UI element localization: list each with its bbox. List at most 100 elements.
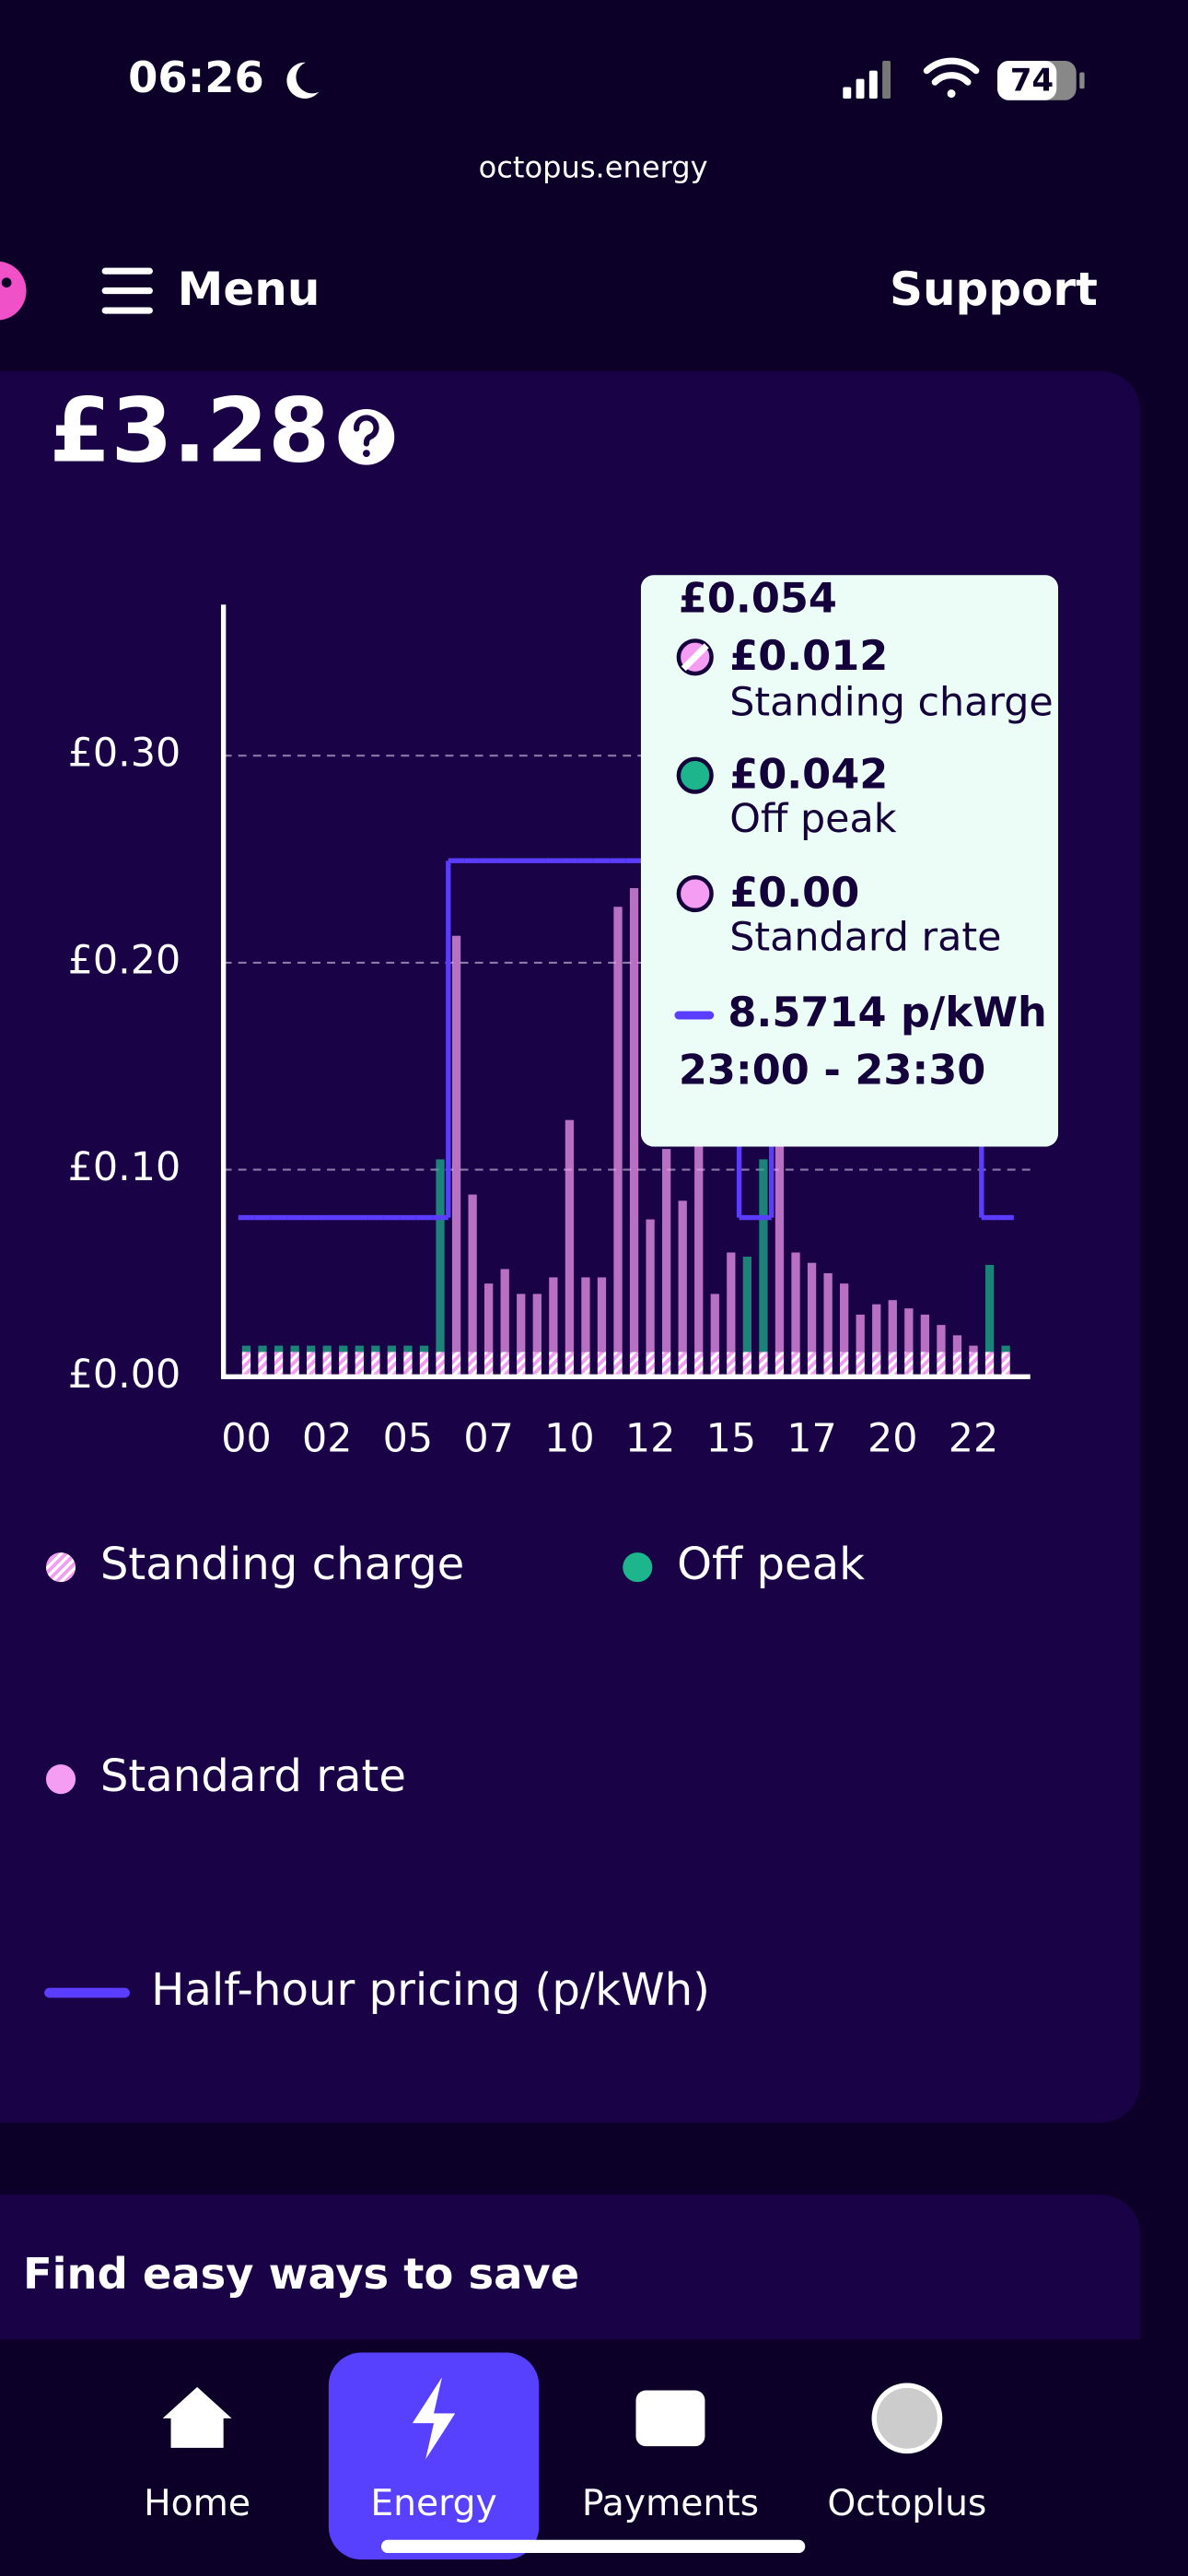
bar-segment <box>419 1345 429 1352</box>
bar-segment <box>565 1119 575 1352</box>
bar-segment <box>646 1219 655 1352</box>
bar-segment <box>241 1352 251 1377</box>
wallet-icon <box>635 2390 705 2447</box>
bar-segment <box>969 1345 978 1352</box>
tab[interactable]: Payments <box>582 2390 759 2524</box>
clock: 06:26 <box>128 53 264 102</box>
bar-segment <box>549 1352 558 1377</box>
bar-segment <box>678 1200 687 1352</box>
bar-segment <box>694 1352 704 1377</box>
bar-segment <box>678 1352 687 1377</box>
bar-segment <box>823 1272 833 1352</box>
x-tick-label: 00 <box>221 1415 271 1461</box>
bar-segment <box>904 1308 914 1352</box>
y-tick-label: £0.10 <box>68 1144 181 1190</box>
tab[interactable]: Home <box>144 2386 250 2524</box>
bar-segment <box>307 1345 316 1352</box>
bar-segment <box>241 1345 251 1352</box>
x-tick-label: 15 <box>706 1415 756 1461</box>
bar-segment <box>597 1277 607 1352</box>
bar-segment <box>629 1352 639 1377</box>
bar-segment <box>662 1352 671 1377</box>
bar-segment <box>468 1194 477 1352</box>
bar-segment <box>581 1352 590 1377</box>
tooltip-label: Standard rate <box>729 914 1001 960</box>
support-link[interactable]: Support <box>890 263 1098 316</box>
logo[interactable] <box>0 261 27 321</box>
bar-segment <box>565 1352 575 1377</box>
bar-segment <box>920 1314 930 1352</box>
bar-segment <box>710 1352 719 1377</box>
x-tick-label: 10 <box>544 1415 594 1461</box>
bar-segment <box>371 1352 380 1377</box>
bar-segment <box>920 1352 930 1377</box>
tooltip-swatch <box>676 756 714 794</box>
tab[interactable]: Energy <box>370 2377 497 2524</box>
bar-segment <box>856 1352 865 1377</box>
x-tick-label: 17 <box>786 1415 836 1461</box>
bar-segment <box>969 1352 978 1377</box>
bar-segment <box>436 1352 445 1377</box>
help-icon[interactable] <box>338 409 395 465</box>
chart: £0.00 £0.10 £0.20 £0.30 00 02 05 07 10 12 15 17 20 22… <box>44 604 1031 2016</box>
bar-segment <box>387 1345 397 1352</box>
tooltip-label: Standing charge <box>729 679 1054 725</box>
y-tick-label: £0.00 <box>68 1352 181 1398</box>
bar-segment <box>371 1345 380 1352</box>
menu-button[interactable]: Menu <box>101 263 320 316</box>
bar-segment <box>355 1345 364 1352</box>
bar-segment <box>322 1352 332 1377</box>
bar-segment <box>775 1128 785 1352</box>
y-tick-label: £0.30 <box>68 731 181 777</box>
bar-segment <box>888 1352 897 1377</box>
bar-segment <box>500 1269 509 1352</box>
y-tick-label: £0.20 <box>68 937 181 983</box>
bar-segment <box>387 1352 397 1377</box>
tab-label: Octoplus <box>827 2483 986 2524</box>
tab-label: Payments <box>582 2483 759 2524</box>
x-tick-label: 07 <box>463 1415 513 1461</box>
battery-level <box>997 60 1057 100</box>
battery-tip <box>1079 72 1085 89</box>
amount: £3.28 <box>50 380 331 483</box>
tooltip-label: Off peak <box>729 796 897 842</box>
bar-segment <box>629 888 639 1352</box>
bar-segment <box>710 1294 719 1352</box>
bar-segment <box>549 1277 558 1352</box>
bar-segment <box>613 1352 623 1377</box>
bar-segment <box>759 1159 768 1352</box>
bar-segment <box>807 1262 817 1352</box>
bar-segment <box>662 1149 671 1352</box>
bar-segment <box>984 1352 995 1377</box>
bar-segment <box>823 1352 833 1377</box>
x-tick-label: 20 <box>868 1415 917 1461</box>
bar-segment <box>613 907 623 1352</box>
home-icon <box>162 2386 232 2448</box>
legend-label: Half-hour pricing (p/kWh) <box>151 1964 710 2016</box>
bar-segment <box>484 1283 494 1352</box>
bar-segment <box>775 1352 785 1377</box>
tooltip-swatch <box>676 874 714 913</box>
bar-segment <box>581 1277 590 1352</box>
bar-segment <box>484 1352 494 1377</box>
bar-segment <box>355 1352 364 1377</box>
bar-segment <box>937 1352 946 1377</box>
bar-segment <box>290 1352 299 1377</box>
bar-segment <box>742 1352 752 1377</box>
bar-segment <box>904 1352 914 1377</box>
tooltip-value: £0.00 <box>729 869 859 917</box>
tab[interactable]: Octoplus <box>827 2383 986 2524</box>
bar-segment <box>258 1352 267 1377</box>
bar-segment <box>274 1345 284 1352</box>
bar-segment <box>500 1352 509 1377</box>
url: octopus.energy <box>479 150 708 185</box>
bar-segment <box>307 1352 316 1377</box>
tab-items: Home Energy Payments Octoplus <box>144 2352 986 2560</box>
menu-label: Menu <box>178 263 320 316</box>
coin-icon <box>871 2383 943 2454</box>
tab-bar <box>0 2339 1188 2576</box>
legend-swatch <box>45 1764 76 1795</box>
bar-segment <box>597 1352 607 1377</box>
bar-segment <box>451 935 461 1352</box>
